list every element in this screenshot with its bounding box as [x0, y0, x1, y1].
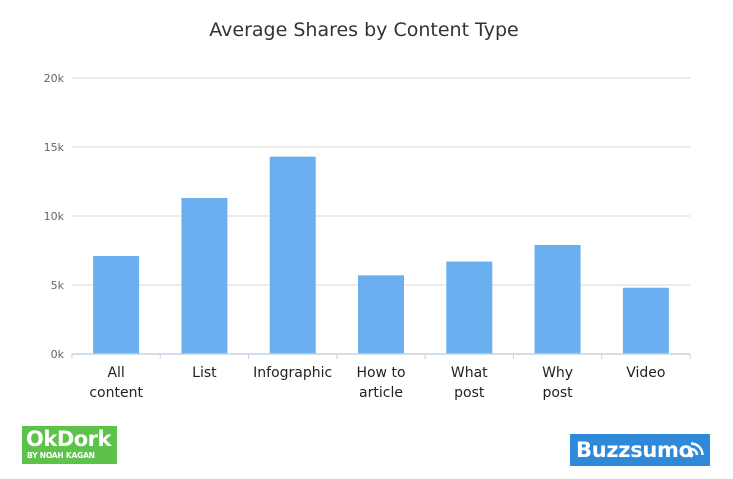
x-tick-label: How to article	[356, 365, 405, 401]
x-tick-label: Infographic	[253, 365, 332, 381]
bar	[93, 256, 140, 354]
y-tick-label: 15k	[44, 141, 65, 154]
buzzsumo-logo: Buzzsumo	[570, 434, 710, 466]
bar	[181, 198, 228, 354]
y-axis-ticks: 0k 5k 10k 15k 20k	[44, 72, 65, 361]
buzzsumo-logo-text: Buzzsumo	[576, 438, 693, 462]
y-tick-label: 0k	[51, 348, 65, 361]
x-tick-label: Video	[626, 365, 665, 381]
bar	[446, 261, 493, 354]
x-tick-label: List	[192, 365, 217, 381]
x-tick-label: What post	[451, 365, 488, 401]
bar	[269, 156, 316, 354]
x-axis	[71, 353, 691, 359]
y-tick-label: 10k	[44, 210, 65, 223]
y-tick-label: 20k	[44, 72, 65, 85]
bar	[534, 244, 581, 354]
grid-lines	[72, 77, 690, 286]
bars	[93, 156, 669, 354]
x-axis-ticks: All content List Infographic How to article Wh…	[89, 365, 665, 401]
bar	[622, 287, 669, 354]
bar	[358, 275, 404, 354]
okdork-logo-sub-text: BY NOAH KAGAN	[27, 451, 95, 460]
x-tick-label: Why post	[542, 365, 573, 401]
signal-icon	[688, 442, 704, 458]
okdork-logo-main-text: OkDork	[26, 427, 112, 451]
y-tick-label: 5k	[51, 279, 65, 292]
x-tick-label: All content	[89, 365, 143, 401]
okdork-logo: OkDork BY NOAH KAGAN	[22, 426, 117, 464]
chart-title: Average Shares by Content Type	[209, 19, 518, 41]
